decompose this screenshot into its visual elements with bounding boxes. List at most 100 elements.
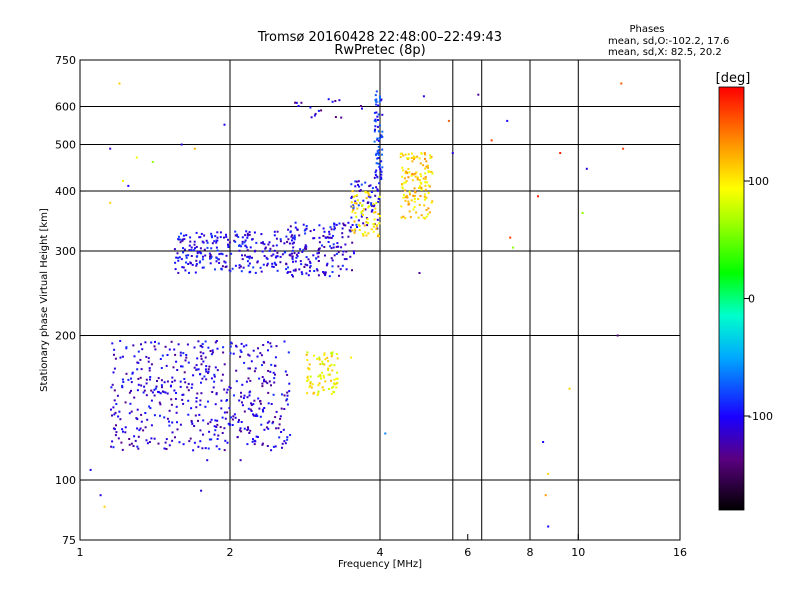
data-point xyxy=(616,334,619,337)
data-point xyxy=(109,201,112,204)
data-point xyxy=(306,392,309,395)
data-point xyxy=(293,238,296,241)
data-point xyxy=(153,414,156,417)
data-point xyxy=(512,246,515,249)
data-point xyxy=(350,201,353,204)
data-point xyxy=(318,356,321,359)
data-point xyxy=(404,170,407,173)
data-point xyxy=(420,186,423,189)
data-point xyxy=(200,363,203,366)
data-point xyxy=(191,383,194,386)
data-point xyxy=(375,186,378,189)
data-point xyxy=(247,264,250,267)
data-point xyxy=(378,137,381,140)
data-point xyxy=(371,187,374,190)
data-point xyxy=(121,355,124,358)
data-point xyxy=(181,398,184,401)
data-point xyxy=(350,356,353,359)
data-point xyxy=(301,273,304,276)
data-point xyxy=(186,386,189,389)
data-point xyxy=(373,176,376,179)
data-point xyxy=(315,257,318,260)
y-tick-label: 75 xyxy=(62,534,76,547)
data-point xyxy=(424,181,427,184)
data-point xyxy=(585,167,588,170)
data-point xyxy=(413,200,416,203)
data-point xyxy=(305,225,308,227)
data-point xyxy=(266,421,269,424)
data-point xyxy=(116,394,119,397)
data-point xyxy=(403,193,405,196)
data-point xyxy=(547,472,550,475)
data-point xyxy=(295,256,298,259)
data-point xyxy=(330,236,333,239)
data-point xyxy=(404,199,407,202)
data-point xyxy=(153,388,156,391)
data-point xyxy=(309,384,312,387)
data-point xyxy=(125,372,128,375)
data-point xyxy=(318,248,320,250)
data-point xyxy=(246,255,249,258)
data-point xyxy=(424,157,426,160)
data-point xyxy=(213,425,216,428)
data-point xyxy=(119,418,122,421)
data-point xyxy=(201,377,204,380)
data-point xyxy=(214,341,217,344)
data-point xyxy=(325,236,327,239)
data-point xyxy=(193,249,196,252)
data-point xyxy=(219,426,222,429)
data-point xyxy=(193,147,196,150)
data-point xyxy=(351,205,354,208)
data-point xyxy=(137,361,140,364)
data-point xyxy=(431,172,434,175)
data-point xyxy=(289,231,292,234)
data-point xyxy=(214,429,217,432)
data-point xyxy=(318,241,321,244)
data-point xyxy=(423,152,426,155)
data-point xyxy=(190,419,193,422)
data-point xyxy=(373,140,376,143)
data-point xyxy=(377,197,380,200)
data-point xyxy=(323,353,326,356)
data-point xyxy=(376,175,379,178)
data-point xyxy=(411,179,414,182)
data-point xyxy=(301,251,304,253)
data-point xyxy=(287,238,290,241)
data-point xyxy=(376,189,379,192)
data-point xyxy=(111,440,114,443)
data-point xyxy=(143,385,146,388)
data-point xyxy=(410,199,413,202)
data-point xyxy=(331,265,334,268)
data-point xyxy=(243,427,246,430)
data-point xyxy=(242,345,245,348)
data-point xyxy=(229,345,232,348)
data-point xyxy=(331,386,333,389)
data-point xyxy=(179,354,182,357)
y-tick-label: 300 xyxy=(55,245,76,258)
data-point xyxy=(266,258,269,260)
data-point xyxy=(344,224,347,227)
data-point xyxy=(345,268,348,271)
data-point xyxy=(230,252,233,255)
data-point xyxy=(318,358,321,361)
data-point xyxy=(321,386,324,389)
data-point xyxy=(229,387,232,389)
data-point xyxy=(261,376,264,378)
data-point xyxy=(199,247,202,250)
data-point xyxy=(286,436,289,439)
data-point xyxy=(180,232,182,235)
data-point xyxy=(110,386,113,389)
data-point xyxy=(326,262,329,265)
data-point xyxy=(213,373,216,376)
data-point xyxy=(304,244,307,247)
data-point xyxy=(195,364,198,367)
data-point xyxy=(362,214,364,216)
data-point xyxy=(319,363,322,366)
data-point xyxy=(309,265,312,267)
data-point xyxy=(113,348,116,351)
data-point xyxy=(187,263,190,265)
data-point xyxy=(314,112,317,115)
data-point xyxy=(547,525,550,528)
data-point xyxy=(131,372,134,375)
data-point xyxy=(359,189,362,192)
